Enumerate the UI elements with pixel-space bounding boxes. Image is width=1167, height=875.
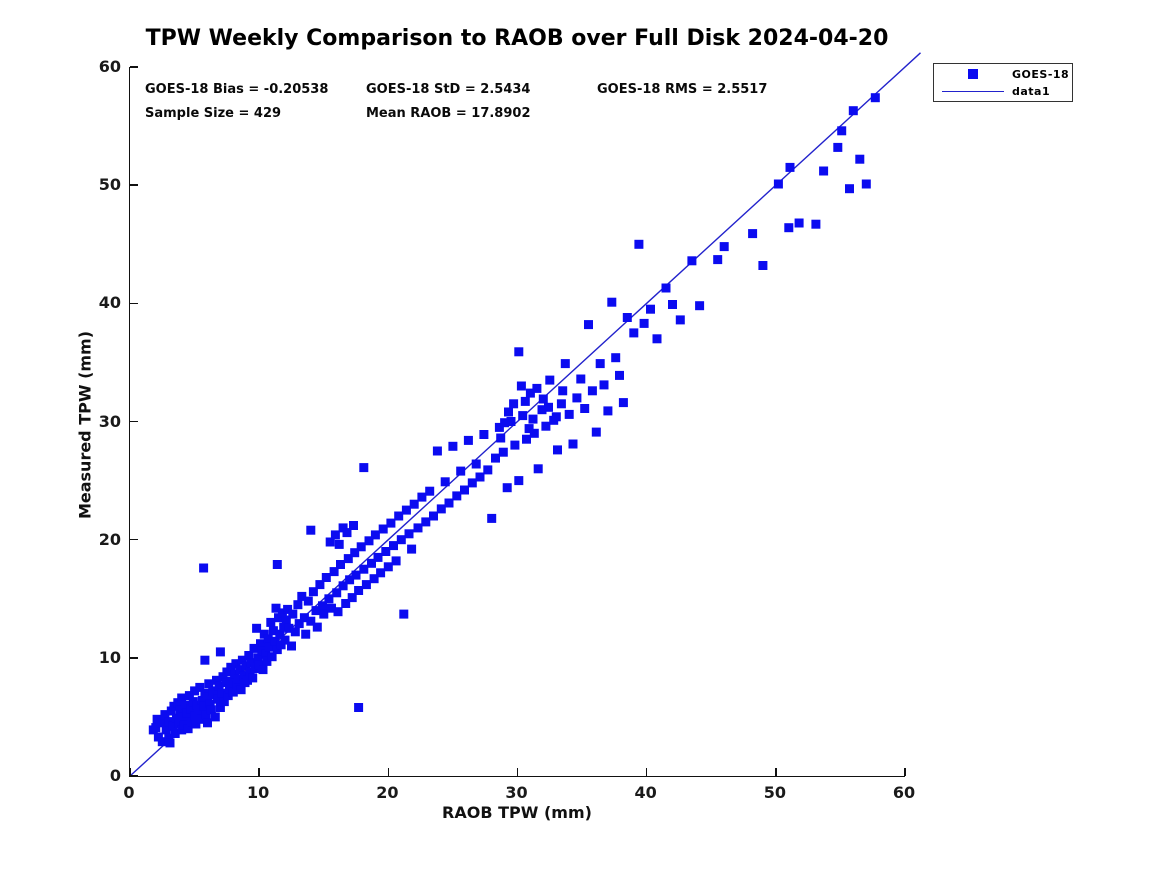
y-tick	[130, 538, 138, 541]
y-tick	[130, 657, 138, 659]
x-tick	[775, 768, 777, 776]
x-tick	[129, 768, 131, 776]
stat-mean-raob: Mean RAOB = 17.8902	[366, 106, 531, 121]
x-axis-label: RAOB TPW (mm)	[442, 803, 592, 822]
y-tick-label: 10	[98, 647, 121, 667]
legend-item-goes18: GOES-18	[934, 67, 1072, 82]
x-tick	[387, 768, 390, 776]
stat-std: GOES-18 StD = 2.5434	[366, 82, 531, 97]
y-tick-label: 30	[98, 411, 121, 431]
x-tick-label: 30	[505, 783, 528, 802]
scatter-points-goes18	[148, 93, 880, 748]
legend-label-goes18: GOES-18	[1012, 67, 1070, 81]
stat-bias: GOES-18 Bias = -0.20538	[145, 82, 329, 97]
scatter-canvas	[129, 52, 921, 777]
x-tick-label: 20	[376, 783, 399, 802]
legend-square-marker-icon	[934, 69, 1012, 79]
y-tick	[130, 420, 138, 423]
y-tick-label: 40	[98, 293, 121, 313]
chart-title: TPW Weekly Comparison to RAOB over Full …	[145, 26, 889, 51]
x-tick	[516, 768, 519, 776]
x-tick	[645, 768, 648, 776]
x-tick-label: 50	[763, 783, 786, 802]
y-tick-label: 50	[98, 175, 121, 195]
legend: GOES-18 data1	[933, 63, 1073, 102]
x-tick	[904, 768, 906, 776]
y-tick-label: 0	[109, 766, 121, 785]
stat-sample-size: Sample Size = 429	[145, 106, 282, 121]
x-tick	[258, 768, 260, 776]
x-tick-label: 0	[123, 783, 135, 802]
y-tick	[130, 66, 138, 68]
y-tick	[130, 775, 138, 777]
y-tick-label: 20	[98, 529, 121, 549]
x-tick-label: 40	[634, 783, 657, 802]
legend-item-data1: data1	[934, 84, 1072, 99]
x-tick-label: 60	[892, 783, 916, 802]
y-tick	[130, 302, 138, 305]
x-tick-label: 10	[247, 783, 270, 802]
legend-label-data1: data1	[1012, 84, 1051, 98]
y-tick-label: 60	[98, 57, 121, 76]
legend-line-icon	[934, 90, 1012, 92]
y-tick	[130, 184, 138, 186]
stat-rms: GOES-18 RMS = 2.5517	[597, 82, 768, 97]
plot-area	[129, 52, 921, 777]
